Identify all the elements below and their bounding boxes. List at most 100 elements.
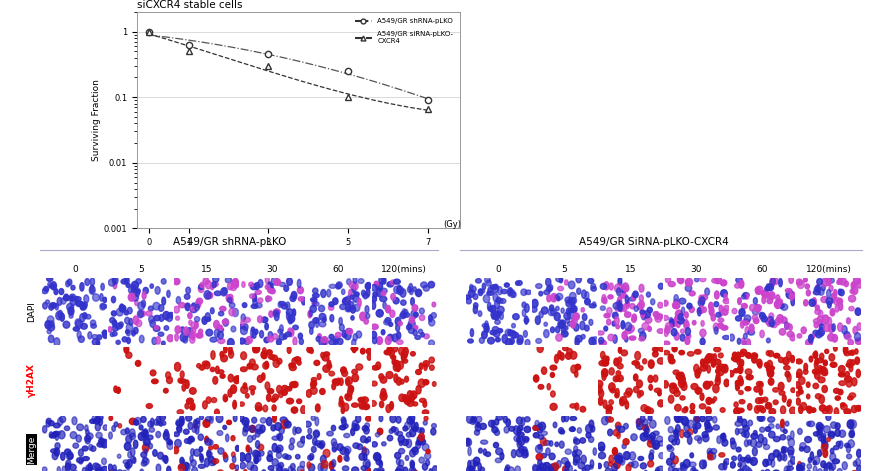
Ellipse shape [779, 357, 784, 363]
Ellipse shape [398, 435, 405, 443]
Ellipse shape [233, 377, 240, 384]
Ellipse shape [361, 466, 367, 471]
Ellipse shape [469, 290, 475, 297]
Ellipse shape [313, 431, 319, 437]
Ellipse shape [788, 461, 793, 467]
Ellipse shape [354, 283, 358, 290]
Ellipse shape [136, 279, 141, 284]
Ellipse shape [239, 338, 246, 344]
Ellipse shape [362, 447, 366, 455]
Ellipse shape [46, 418, 51, 424]
Ellipse shape [722, 335, 729, 340]
Ellipse shape [615, 422, 621, 429]
Ellipse shape [166, 314, 172, 322]
Ellipse shape [108, 464, 112, 471]
Ellipse shape [139, 310, 146, 317]
Ellipse shape [688, 352, 694, 356]
Ellipse shape [192, 327, 196, 333]
Ellipse shape [254, 456, 258, 463]
Ellipse shape [655, 470, 659, 471]
Ellipse shape [798, 377, 805, 384]
Ellipse shape [551, 391, 555, 397]
Ellipse shape [476, 416, 482, 422]
Ellipse shape [623, 423, 629, 429]
Ellipse shape [82, 304, 87, 309]
Ellipse shape [499, 312, 503, 320]
Ellipse shape [141, 300, 146, 307]
Ellipse shape [416, 440, 421, 445]
Ellipse shape [666, 276, 671, 283]
Ellipse shape [836, 298, 842, 304]
Ellipse shape [846, 445, 850, 453]
Ellipse shape [834, 408, 839, 416]
Ellipse shape [332, 379, 339, 384]
Ellipse shape [510, 338, 514, 344]
Ellipse shape [634, 374, 638, 381]
Ellipse shape [560, 278, 562, 283]
Ellipse shape [266, 296, 271, 301]
Ellipse shape [329, 371, 334, 376]
Ellipse shape [508, 288, 513, 295]
Ellipse shape [198, 464, 205, 468]
Ellipse shape [644, 426, 649, 434]
Ellipse shape [741, 321, 744, 328]
Ellipse shape [652, 347, 658, 351]
Ellipse shape [629, 297, 636, 301]
Ellipse shape [765, 363, 769, 367]
Ellipse shape [591, 425, 595, 432]
Ellipse shape [50, 303, 57, 308]
Ellipse shape [378, 277, 385, 284]
Ellipse shape [398, 361, 403, 369]
Ellipse shape [759, 398, 764, 403]
Ellipse shape [574, 324, 579, 331]
Ellipse shape [745, 369, 752, 374]
Ellipse shape [321, 352, 324, 358]
Ellipse shape [268, 287, 274, 292]
Ellipse shape [138, 302, 145, 310]
Ellipse shape [244, 317, 250, 322]
Ellipse shape [739, 390, 743, 395]
Ellipse shape [349, 387, 354, 393]
Ellipse shape [567, 349, 572, 355]
Ellipse shape [806, 470, 812, 471]
Ellipse shape [806, 394, 810, 399]
Ellipse shape [760, 408, 766, 413]
Ellipse shape [340, 447, 347, 455]
Ellipse shape [255, 403, 262, 411]
Ellipse shape [268, 332, 272, 338]
Ellipse shape [42, 302, 47, 309]
Ellipse shape [126, 330, 129, 334]
Ellipse shape [496, 338, 500, 342]
Ellipse shape [640, 332, 646, 340]
Ellipse shape [190, 309, 197, 313]
Ellipse shape [235, 465, 240, 470]
Ellipse shape [319, 322, 326, 327]
Ellipse shape [821, 296, 828, 302]
Ellipse shape [342, 299, 349, 304]
Ellipse shape [320, 442, 324, 449]
Ellipse shape [70, 296, 74, 301]
Ellipse shape [704, 381, 711, 389]
Ellipse shape [213, 276, 219, 282]
Ellipse shape [116, 340, 120, 344]
Ellipse shape [347, 279, 351, 285]
Ellipse shape [268, 451, 272, 457]
Ellipse shape [626, 300, 629, 307]
Ellipse shape [255, 451, 261, 457]
Ellipse shape [267, 389, 274, 394]
Ellipse shape [542, 367, 546, 374]
Ellipse shape [352, 374, 359, 382]
Ellipse shape [758, 362, 762, 368]
Ellipse shape [644, 432, 648, 437]
Ellipse shape [712, 359, 716, 367]
Ellipse shape [255, 303, 262, 308]
Ellipse shape [194, 317, 200, 322]
Ellipse shape [140, 469, 144, 471]
Ellipse shape [741, 349, 747, 354]
Ellipse shape [575, 335, 583, 342]
Ellipse shape [235, 281, 239, 286]
Ellipse shape [363, 454, 367, 461]
Ellipse shape [541, 307, 548, 314]
Ellipse shape [432, 382, 436, 386]
Ellipse shape [658, 441, 665, 446]
